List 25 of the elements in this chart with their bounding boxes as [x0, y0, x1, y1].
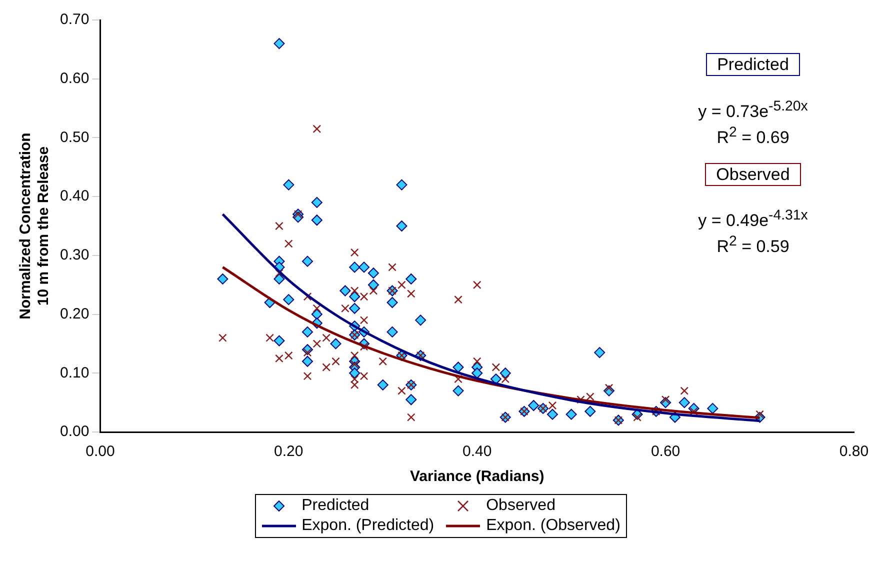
x-tick-label: 0.00 [86, 443, 115, 460]
y-tick-label: 0.50 [60, 128, 90, 146]
y-tick-label: 0.40 [60, 188, 90, 205]
y-tick-label: 0.30 [60, 246, 90, 264]
annotation: y = 0.73e$^{-5.20x}$ [698, 98, 808, 121]
y-tick-label: 0.70 [60, 11, 90, 28]
legend-label: Expon. (Predicted) [300, 517, 434, 535]
x-tick-label: 0.60 [650, 443, 680, 460]
y-tick-label: 0.00 [60, 423, 90, 440]
annotation: Observed [705, 163, 801, 186]
y-tick-label: 0.60 [60, 70, 90, 87]
annotation: Predicted [706, 53, 800, 76]
annotation: R$^{2}$ = 0.59 [716, 233, 790, 256]
y-tick-label: 0.10 [60, 364, 90, 382]
x-tick-label: 0.80 [839, 443, 869, 460]
legend-label: Predicted [300, 497, 370, 515]
legend-label: Observed [485, 497, 556, 515]
x-tick-label: 0.40 [462, 443, 492, 460]
y-tick-label: 0.20 [60, 305, 90, 322]
y-axis-title: Normalized Concentration 10 m from the Release [17, 132, 52, 320]
x-tick-label: 0.20 [274, 443, 304, 460]
annotation: R$^{2}$ = 0.69 [716, 124, 790, 147]
x-axis-title: Variance (Radians) [410, 468, 544, 486]
legend-label: Expon. (Observed) [485, 517, 620, 535]
annotation: y = 0.49e$^{-4.31x}$ [698, 207, 808, 230]
